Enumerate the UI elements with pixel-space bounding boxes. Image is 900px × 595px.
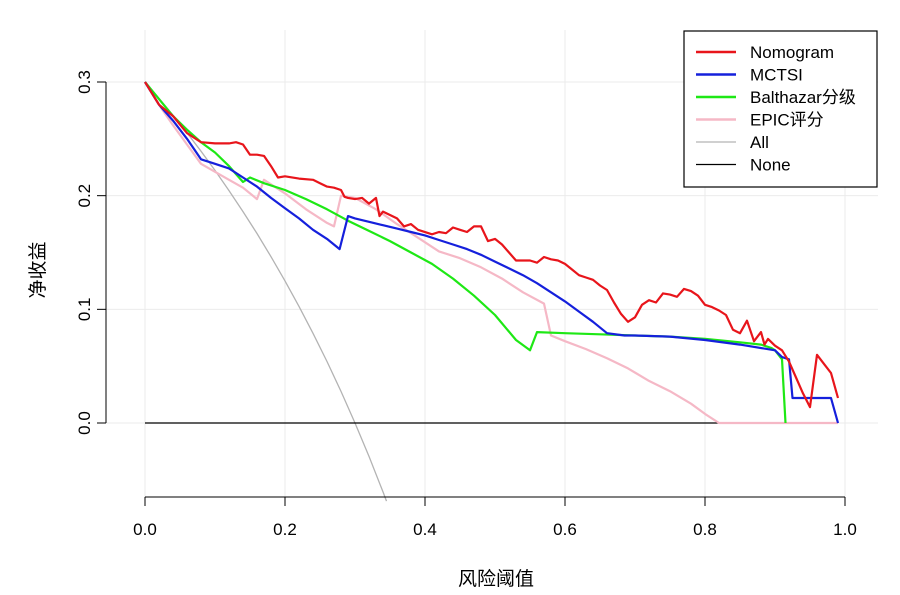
legend: Nomogram MCTSI Balthazar分级 EPIC评分 All None: [683, 30, 878, 188]
series-line-3: [144, 81, 787, 424]
legend-label: MCTSI: [750, 66, 803, 85]
x-tick-label: 0.0: [133, 520, 157, 539]
legend-label: EPIC评分: [750, 111, 824, 130]
y-axis-title: 净收益: [27, 241, 49, 298]
legend-label: All: [750, 133, 769, 152]
x-tick-label: 0.4: [413, 520, 437, 539]
series-line-4: [144, 81, 840, 424]
series-line-0: [144, 81, 388, 502]
legend-label: Balthazar分级: [750, 88, 856, 107]
legend-label: None: [750, 156, 791, 175]
x-tick-label: 0.8: [693, 520, 717, 539]
y-tick-label: 0.0: [75, 411, 94, 435]
legend-box: [683, 30, 878, 188]
axes: 0.0 0.2 0.4 0.6 0.8 1.0 0.0 0.1 0.2 0.3: [75, 70, 857, 539]
series-line-5: [144, 81, 840, 409]
series-lines: [144, 81, 840, 502]
legend-label: Nomogram: [750, 43, 834, 62]
x-tick-label: 1.0: [833, 520, 857, 539]
x-axis-title: 风险阈值: [458, 568, 534, 590]
series-line-2: [144, 81, 838, 425]
x-tick-label: 0.2: [273, 520, 297, 539]
y-tick-label: 0.3: [75, 70, 94, 94]
y-tick-label: 0.2: [75, 184, 94, 208]
y-tick-label: 0.1: [75, 298, 94, 322]
x-tick-label: 0.6: [553, 520, 577, 539]
